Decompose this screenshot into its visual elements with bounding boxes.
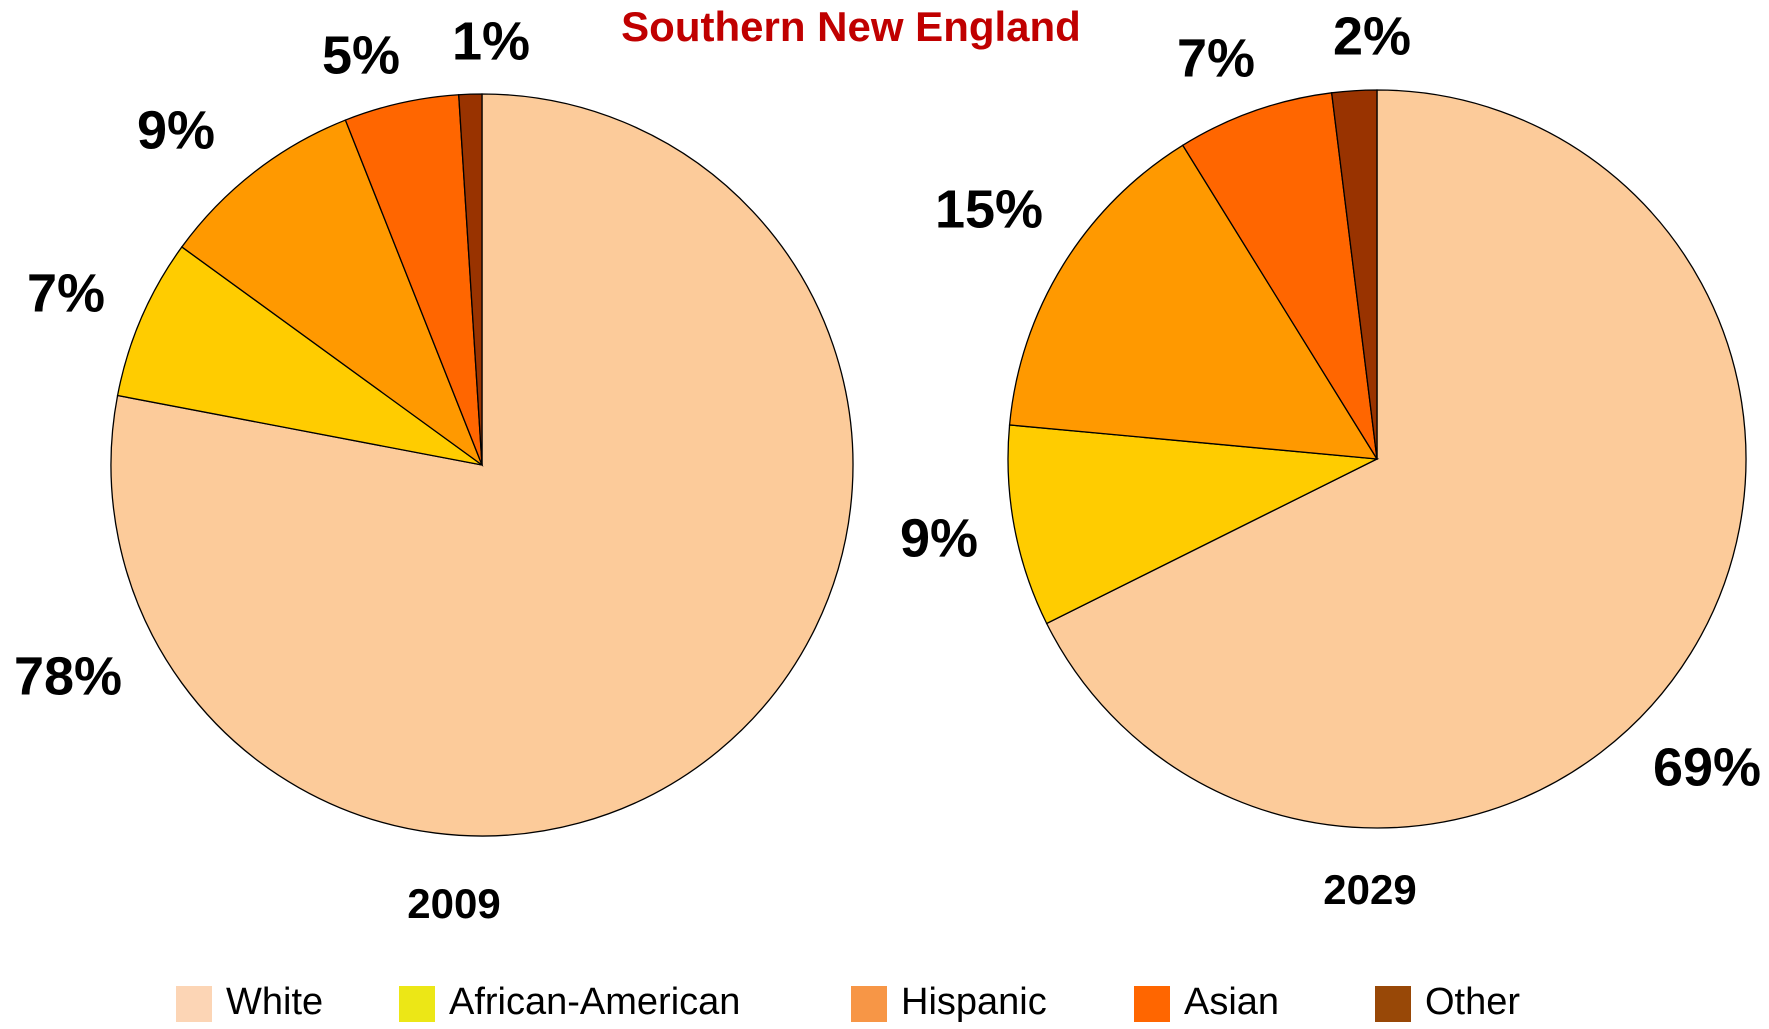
legend-label: African-American: [449, 981, 740, 1023]
data-label: 7%: [1177, 28, 1255, 88]
pie-slice: [180, 119, 484, 467]
pie-slice: [458, 93, 483, 466]
data-label: 1%: [452, 11, 530, 71]
data-label: 7%: [27, 263, 105, 323]
pie-title: 2009: [407, 880, 500, 927]
data-label: 69%: [1653, 737, 1761, 797]
legend-swatch: [1134, 986, 1170, 1022]
legend-swatch: [851, 986, 887, 1022]
data-label: 5%: [322, 25, 400, 85]
pie-slice: [1007, 424, 1380, 625]
pie-slice: [1008, 144, 1379, 460]
data-label: 9%: [900, 508, 978, 568]
pie-slice: [116, 246, 483, 466]
pie-slice: [1045, 89, 1747, 829]
legend-label: Other: [1425, 981, 1520, 1023]
pie-slice: [1330, 89, 1378, 460]
data-label: 9%: [137, 100, 215, 160]
legend-label: Hispanic: [901, 981, 1047, 1023]
data-label: 2%: [1333, 6, 1411, 66]
chart-title: Southern New England: [621, 3, 1081, 50]
pie-title: 2029: [1323, 866, 1416, 913]
pie-slice: [1181, 92, 1378, 460]
legend-label: Asian: [1184, 981, 1279, 1023]
data-label: 78%: [14, 646, 122, 706]
data-label: 15%: [935, 179, 1043, 239]
legend-swatch: [399, 986, 435, 1022]
legend-label: White: [226, 981, 323, 1023]
legend-swatch: [176, 986, 212, 1022]
legend-swatch: [1375, 986, 1411, 1022]
